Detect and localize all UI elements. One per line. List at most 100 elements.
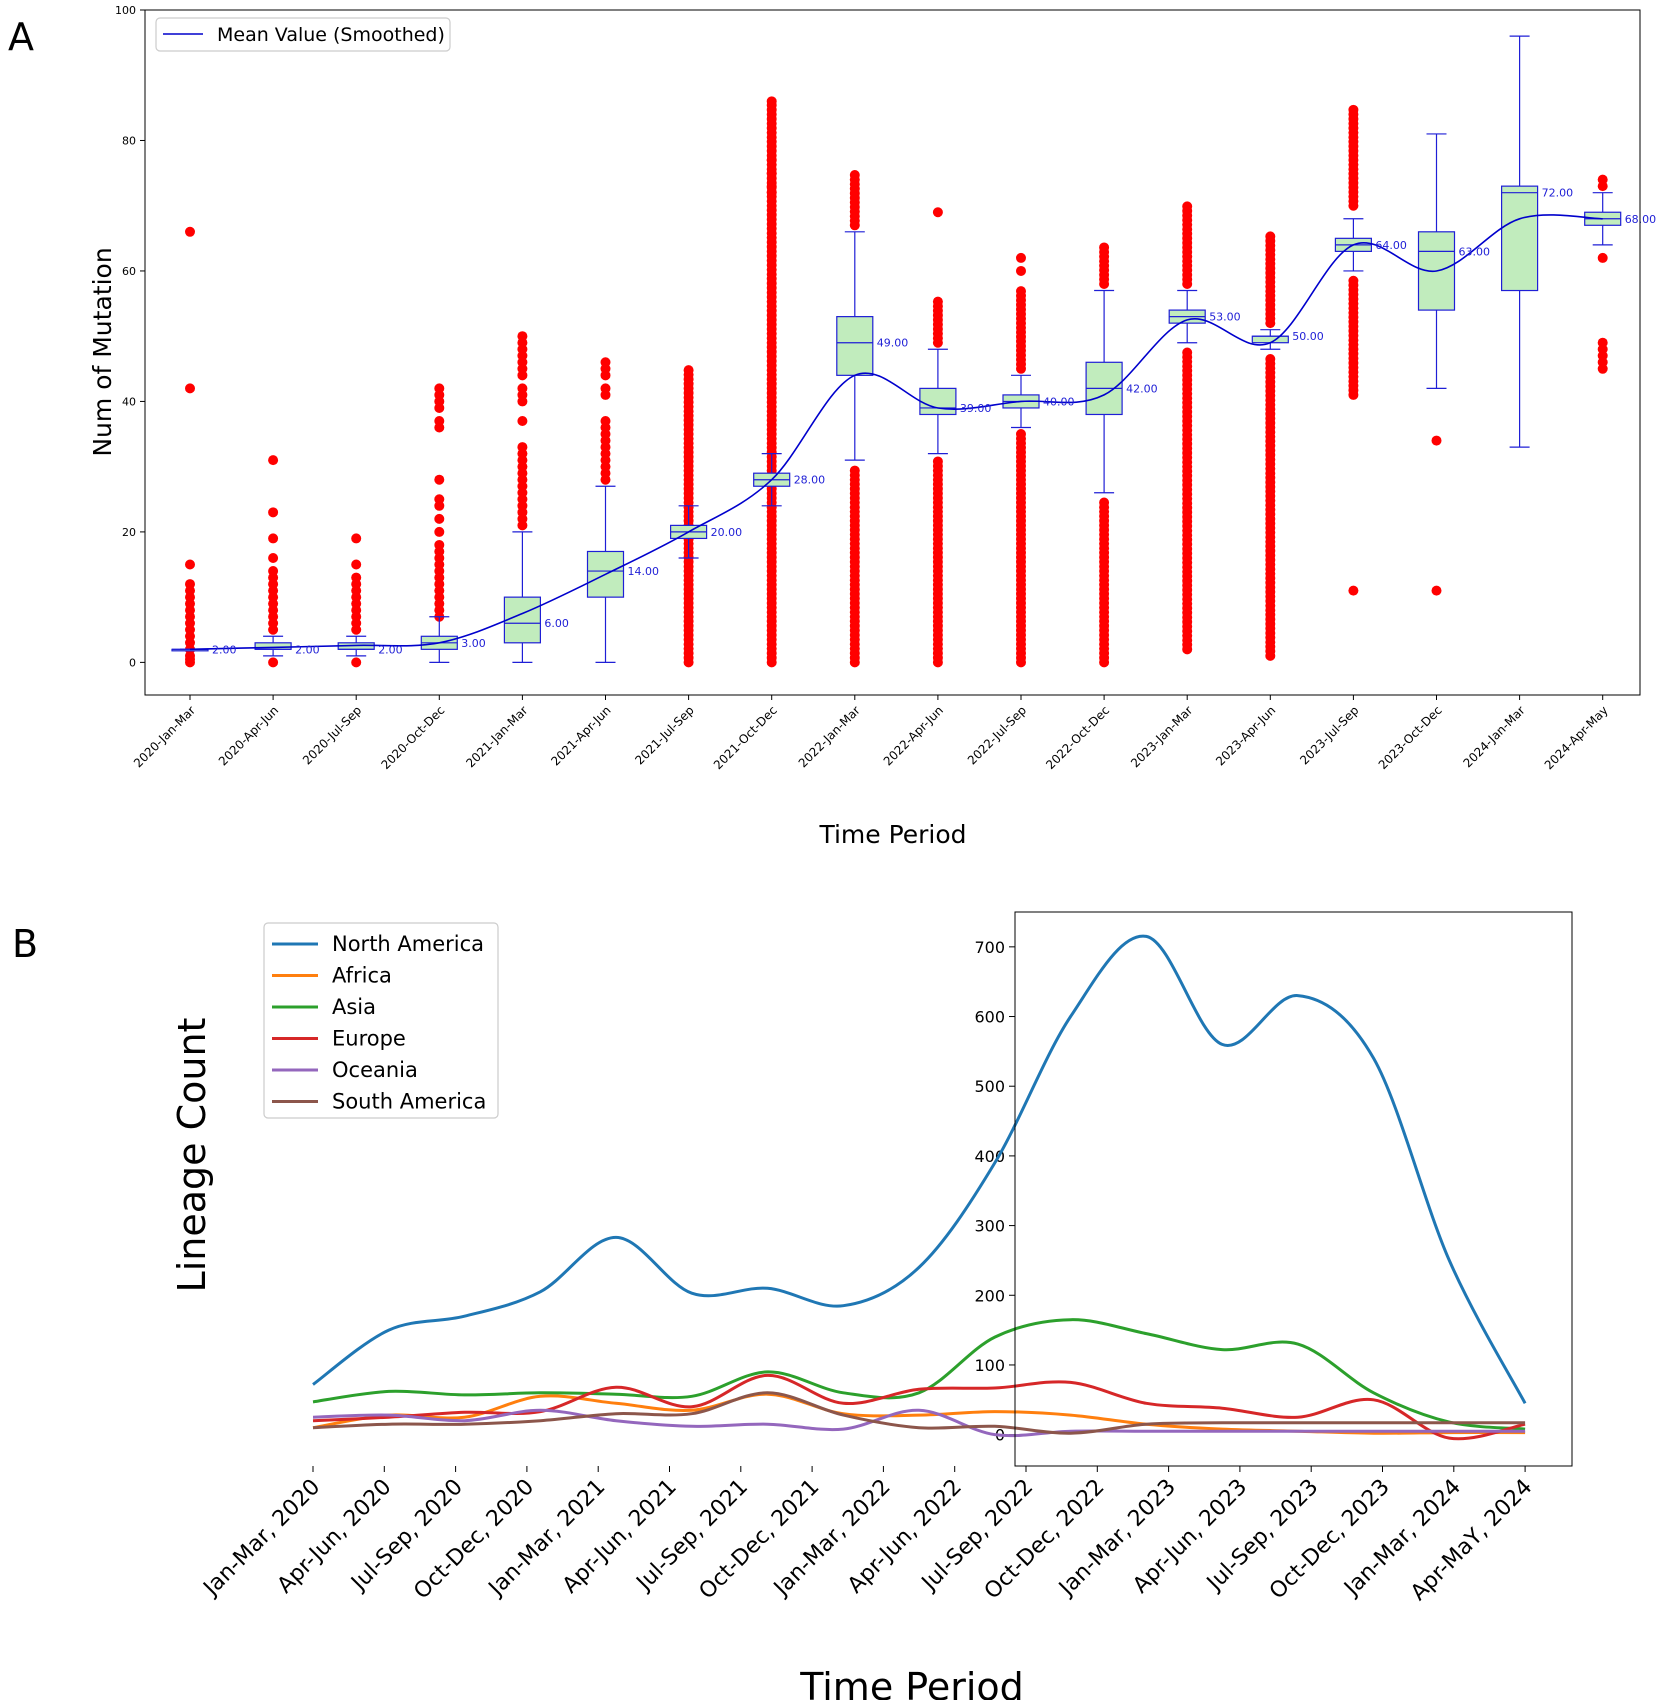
panel-a-ytick-label: 20 — [122, 526, 136, 539]
panel-a-outlier — [600, 416, 611, 426]
panel-b-series-line-south-america — [312, 1391, 1526, 1435]
panel-a-outlier — [932, 207, 943, 218]
panel-a-outlier — [1016, 265, 1026, 276]
panel-b-label: B — [12, 922, 38, 966]
panel-a-xtick-label: 2022-Apr-Jun — [881, 703, 946, 768]
panel-a-outlier — [268, 566, 279, 577]
panel-b-series-line-oceania — [312, 1408, 1526, 1438]
panel-a-box — [503, 596, 541, 644]
panel-a-median-label: 49.00 — [877, 337, 909, 350]
panel-b-legend-box — [263, 922, 499, 1119]
panel-a-box — [836, 316, 874, 376]
panel-a-xtick-label: 2023-Oct-Dec — [1376, 703, 1445, 772]
panel-a-xtick-label: 2020-Oct-Dec — [378, 703, 447, 772]
panel-a-median-label: 2.00 — [295, 643, 320, 656]
panel-a-outlier — [351, 572, 362, 583]
panel-b-ytick-label: 200 — [974, 1286, 1005, 1305]
panel-a-ytick-label: 100 — [115, 4, 136, 17]
panel-b-xtick-label: Oct-Dec, 2022 — [980, 1475, 1110, 1605]
panel-a-outlier — [351, 559, 362, 570]
panel-a-outlier — [932, 456, 943, 467]
panel-a-outlier — [268, 455, 279, 466]
panel-a-box — [919, 387, 957, 416]
panel-a-median-label: 2.00 — [378, 643, 403, 656]
panel-b-xlabel: Time Period — [799, 1665, 1024, 1700]
panel-a-outlier — [1016, 286, 1026, 297]
panel-a-outlier — [600, 357, 611, 368]
panel-a-outlier — [1265, 231, 1276, 242]
panel-a-outlier — [434, 416, 445, 426]
panel-b-xtick-label: Oct-Dec, 2020 — [409, 1475, 539, 1605]
panel-a-ytick-label: 40 — [122, 395, 136, 408]
panel-b-series-line-europe — [312, 1373, 1526, 1441]
panel-b-ytick-label: 300 — [974, 1217, 1005, 1236]
panel-a-median-label: 2.00 — [212, 643, 237, 656]
panel-b-legend-label: North America — [332, 932, 484, 956]
panel-a-outlier — [600, 383, 611, 394]
panel-a-median-label: 53.00 — [1209, 311, 1241, 324]
panel-a-legend-label: Mean Value (Smoothed) — [217, 24, 445, 46]
panel-a-outlier — [351, 533, 362, 544]
panel-a-outlier — [185, 579, 195, 590]
panel-b-ytick-label: 100 — [974, 1356, 1005, 1375]
panel-b-legend-label: Asia — [332, 995, 376, 1019]
panel-a-outlier — [1348, 104, 1359, 115]
panel-b-xtick-label: Jan-Mar, 2020 — [198, 1475, 326, 1603]
panel-a-xtick-label: 2021-Jul-Sep — [632, 703, 696, 767]
panel-a-outlier — [434, 539, 445, 550]
panel-a-xtick-label: 2020-Jul-Sep — [300, 703, 364, 767]
panel-a-median-label: 39.00 — [960, 402, 992, 415]
panel-a-outlier — [517, 442, 528, 453]
panel-a-xtick-label: 2022-Jul-Sep — [965, 703, 1029, 767]
panel-b-legend-label: Oceania — [332, 1058, 418, 1082]
panel-a-outlier — [517, 383, 528, 394]
panel-a-outlier — [1016, 429, 1026, 440]
panel-a-outlier — [268, 657, 279, 668]
panel-a-outlier — [185, 559, 195, 570]
panel-a-median-label: 6.00 — [544, 617, 569, 630]
panel-a-outlier — [1597, 252, 1608, 263]
panel-b-legend-label: South America — [332, 1090, 486, 1114]
panel-a-outlier — [1016, 252, 1026, 263]
panel-a-xtick-label: 2024-Jan-Mar — [1461, 703, 1528, 770]
panel-a-outlier — [1182, 201, 1193, 212]
panel-b-frame — [1014, 911, 1573, 1467]
panel-a-mean-line — [189, 214, 1603, 651]
panel-b-xtick-label: Oct-Dec, 2021 — [695, 1475, 825, 1605]
panel-a-median-label: 28.00 — [794, 474, 826, 487]
panel-a-box — [1500, 185, 1539, 292]
panel-b-xtick-label: Oct-Dec, 2023 — [1265, 1475, 1395, 1605]
panel-a-outlier — [434, 383, 445, 394]
panel-a-outlier — [683, 365, 694, 376]
panel-a-outlier — [268, 553, 279, 563]
panel-a-box — [1251, 335, 1289, 344]
panel-a-xtick-label: 2022-Jan-Mar — [796, 703, 863, 770]
panel-a-legend-box — [155, 17, 451, 52]
panel-a-ytick-label: 0 — [129, 656, 136, 669]
panel-b-legend-label: Europe — [332, 1027, 406, 1051]
panel-b-xtick-label: Apr-MaY, 2024 — [1406, 1475, 1537, 1606]
panel-a-xtick-label: 2023-Jul-Sep — [1297, 703, 1361, 767]
panel-a-outlier — [766, 155, 777, 166]
panel-a-xtick-label: 2024-Apr-May — [1542, 703, 1611, 772]
panel-b-series-line-asia — [312, 1318, 1526, 1431]
panel-b-series-line-north-america — [312, 934, 1527, 1405]
panel-a-median-label: 42.00 — [1126, 382, 1158, 395]
panel-a-xtick-label: 2023-Apr-Jun — [1213, 703, 1278, 768]
panel-a: A 0 20 40 60 80 100 2020-Jan-Mar 2020-Apr-Jun 20… — [8, 4, 1656, 849]
panel-a-median-label: 40.00 — [1043, 395, 1075, 408]
panel-b-legend: North America Africa Asia Europe Oceania Sout… — [263, 922, 499, 1119]
panel-a-outlier — [434, 513, 445, 524]
panel-a-xtick-label: 2020-Apr-Jun — [216, 703, 281, 768]
panel-a-plot: 0 20 40 60 80 100 2020-Jan-Mar 2020-Apr-Jun 2020… — [115, 4, 1656, 772]
panel-a-median-label: 72.00 — [1542, 187, 1574, 200]
panel-b-ytick-label: 500 — [974, 1077, 1005, 1096]
panel-b-ylabel: Lineage Count — [170, 1018, 214, 1293]
panel-a-frame — [144, 9, 1641, 696]
panel-a-xlabel: Time Period — [818, 820, 966, 849]
panel-a-outlier — [849, 170, 860, 181]
panel-a-outlier — [434, 526, 445, 537]
panel-a-xtick-label: 2022-Oct-Dec — [1043, 703, 1112, 772]
